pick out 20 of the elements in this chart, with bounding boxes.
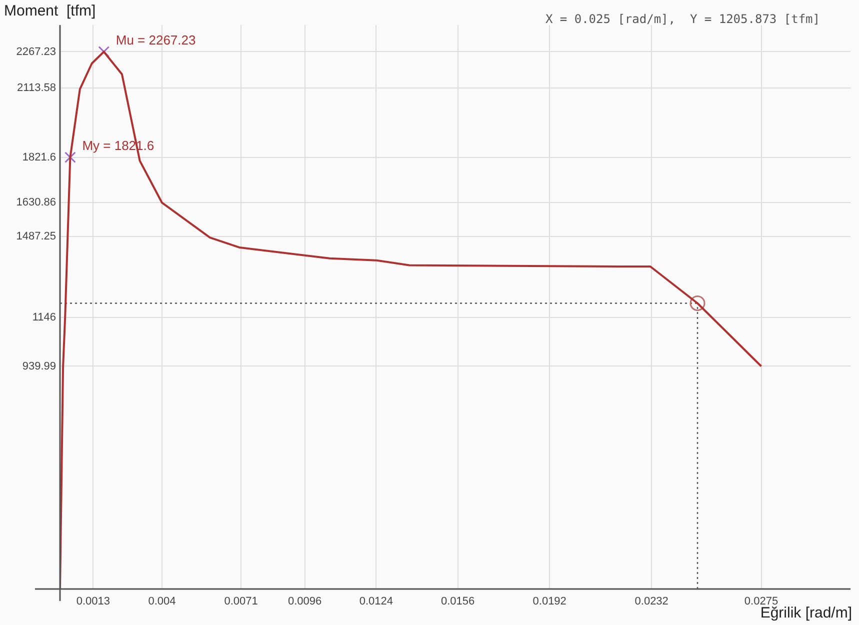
- y-tick-label: 939.99: [22, 360, 56, 372]
- y-tick-label: 1821.6: [22, 151, 56, 164]
- y-tick-label: 2113.58: [17, 82, 56, 94]
- x-tick-label: 0.004: [148, 596, 176, 608]
- x-tick-label: 0.0156: [440, 596, 475, 608]
- point: [64, 152, 76, 164]
- data-label: Mu = 2267.23: [116, 32, 196, 48]
- x-tick-label: 0.0232: [634, 596, 668, 608]
- x-tick-label: 0.0013: [76, 596, 110, 608]
- y-tick-label: 1146: [32, 311, 56, 324]
- y-tick-label: 1630.86: [16, 196, 56, 209]
- x-tick-label: 0.0192: [532, 596, 566, 608]
- y-tick-label: 2267.23: [16, 46, 56, 58]
- x-tick-label: 0.0096: [288, 596, 322, 608]
- x-tick-label: 0.0124: [359, 596, 394, 608]
- y-tick-label: 1487.25: [16, 230, 56, 243]
- y-axis-title: Moment [tfm]: [4, 2, 96, 20]
- annotation: X = 0.025 [rad/m], Y = 1205.873 [tfm]: [545, 12, 820, 26]
- x-tick-label: 0.0071: [224, 596, 258, 608]
- point: [690, 295, 706, 311]
